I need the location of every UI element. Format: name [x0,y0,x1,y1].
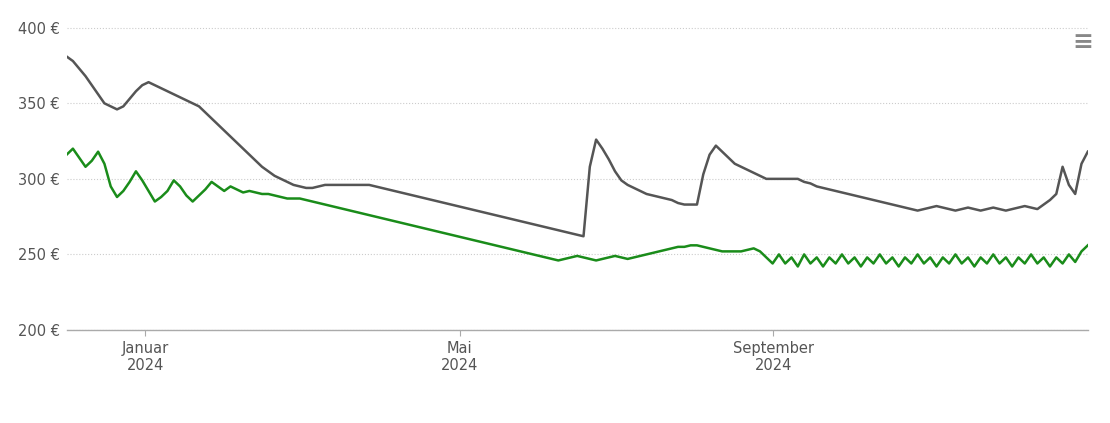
Text: ≡: ≡ [1072,30,1093,54]
